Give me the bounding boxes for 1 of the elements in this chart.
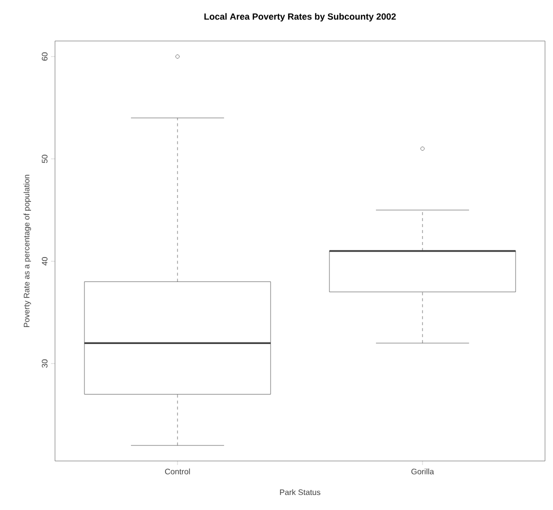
chart-title: Local Area Poverty Rates by Subcounty 2002 (204, 13, 396, 22)
